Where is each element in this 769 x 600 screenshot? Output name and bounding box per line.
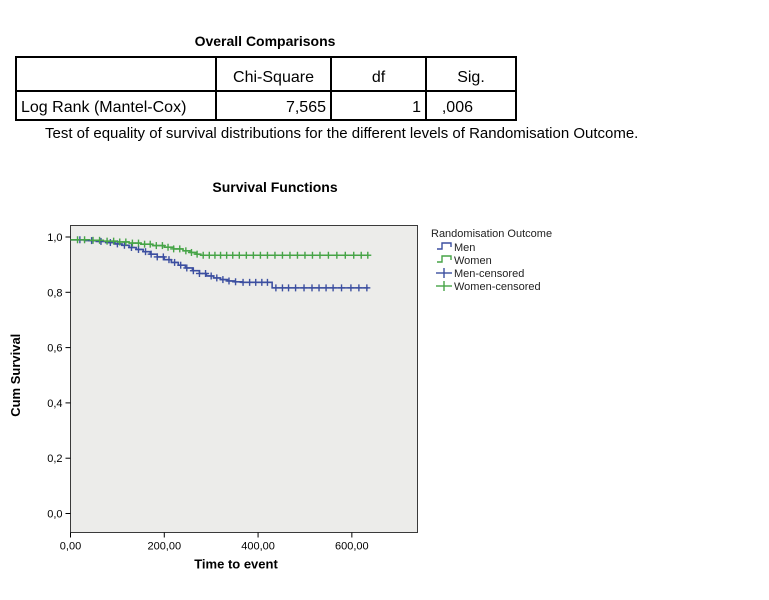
table-title: Overall Comparisons	[194, 33, 336, 49]
table-footnote: Test of equality of survival distributio…	[45, 125, 639, 142]
x-tick-label: 200,00	[147, 541, 181, 553]
y-tick-label: 1,0	[47, 232, 62, 244]
x-tick-label: 0,00	[60, 541, 81, 553]
df-value: 1	[330, 90, 427, 121]
legend-step-symbol	[437, 242, 452, 250]
legend-title: Randomisation Outcome	[431, 228, 552, 240]
table-row: Log Rank (Mantel-Cox) 7,565 1 ,006	[15, 90, 517, 121]
chart-title: Survival Functions	[212, 179, 338, 195]
men-censored-markers	[76, 236, 371, 292]
row-label-log-rank: Log Rank (Mantel-Cox)	[15, 90, 217, 121]
sig-value: ,006	[425, 90, 517, 121]
col-header-df: df	[330, 56, 427, 92]
legend-label-women-censored: Women-censored	[454, 281, 541, 293]
legend-label-men-censored: Men-censored	[454, 268, 524, 280]
y-tick-label: 0,2	[47, 453, 62, 465]
survival-chart: 1,0 0,8 0,6 0,4 0,2 0,0 0,00 200,00 400,00 600,00…	[8, 225, 552, 572]
col-header-chi-square: Chi-Square	[215, 56, 332, 92]
legend-label-women: Women	[454, 255, 492, 267]
col-header-sig: Sig.	[425, 56, 517, 92]
overall-comparisons-table: Chi-Square df Sig. Log Rank (Mantel-Cox)…	[15, 56, 517, 121]
chi-square-value: 7,565	[215, 90, 332, 121]
x-tick-label: 600,00	[335, 541, 369, 553]
x-tick-label: 400,00	[241, 541, 275, 553]
y-tick-label: 0,0	[47, 509, 62, 521]
y-tick-label: 0,8	[47, 287, 62, 299]
legend-label-men: Men	[454, 242, 475, 254]
y-tick-label: 0,4	[47, 398, 62, 410]
y-tick-label: 0,6	[47, 343, 62, 355]
women-censored-markers	[74, 236, 372, 259]
col-header-empty	[15, 56, 217, 92]
x-axis-label: Time to event	[194, 557, 278, 572]
y-axis-label: Cum Survival	[8, 334, 23, 417]
table-header-row: Chi-Square df Sig.	[15, 56, 517, 92]
legend-step-symbol	[437, 255, 452, 263]
plot-area	[70, 225, 418, 533]
